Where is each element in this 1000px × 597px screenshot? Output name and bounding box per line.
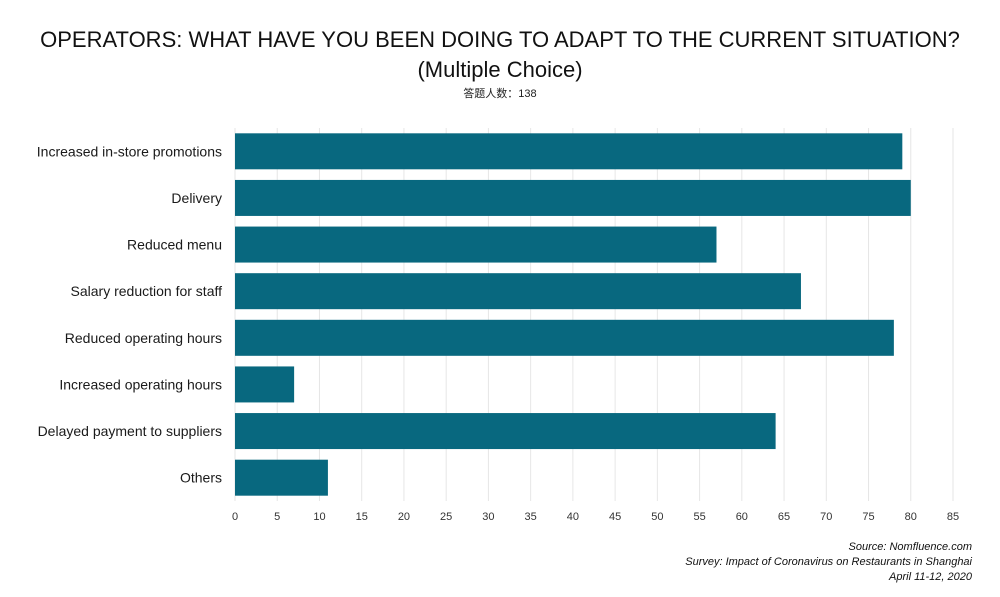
x-tick-label: 40 — [567, 511, 579, 523]
category-label: Reduced menu — [127, 237, 222, 253]
category-label: Increased operating hours — [59, 376, 222, 392]
x-tick-label: 5 — [274, 511, 280, 523]
bar — [235, 226, 717, 263]
x-tick-label: 45 — [609, 511, 621, 523]
bar-chart: Increased in-store promotions Delivery Red… — [37, 128, 959, 523]
survey-date: April 11-12, 2020 — [889, 571, 972, 583]
category-labels: Increased in-store promotions Delivery Red… — [37, 143, 222, 485]
survey-text: Survey: Impact of Coronavirus on Restaur… — [685, 556, 972, 568]
x-tick-label: 65 — [778, 511, 790, 523]
chart-title: OPERATORS: WHAT HAVE YOU BEEN DOING TO A… — [40, 27, 960, 52]
category-label: Salary reduction for staff — [71, 283, 223, 299]
source-block: Source: Nomfluence.com Survey: Impact of… — [685, 540, 972, 585]
category-label: Delayed payment to suppliers — [38, 423, 222, 439]
bar — [235, 133, 903, 170]
x-tick-label: 75 — [862, 511, 874, 523]
bar — [235, 459, 328, 496]
x-tick-label: 55 — [693, 511, 705, 523]
respondent-count: 答题人数：138 — [463, 88, 537, 100]
category-label: Others — [180, 470, 222, 486]
bar — [235, 273, 801, 310]
category-label: Reduced operating hours — [65, 330, 222, 346]
chart-subtitle: (Multiple Choice) — [417, 57, 583, 82]
category-label: Increased in-store promotions — [37, 143, 222, 159]
bar — [235, 179, 911, 216]
x-tick-label: 50 — [651, 511, 663, 523]
x-tick-label: 85 — [947, 511, 959, 523]
source-text: Source: Nomfluence.com — [848, 541, 973, 553]
x-axis-ticks: 0 5 10 15 20 25 30 35 40 45 50 55 60 65 70 75 80 85 — [232, 511, 959, 523]
x-tick-label: 15 — [356, 511, 368, 523]
bar — [235, 413, 776, 450]
x-tick-label: 60 — [736, 511, 748, 523]
x-tick-label: 70 — [820, 511, 832, 523]
x-tick-label: 10 — [313, 511, 325, 523]
x-tick-label: 35 — [525, 511, 537, 523]
category-label: Delivery — [171, 190, 222, 206]
bars — [235, 133, 911, 496]
x-tick-label: 30 — [482, 511, 494, 523]
x-tick-label: 25 — [440, 511, 452, 523]
bar — [235, 319, 894, 356]
x-tick-label: 80 — [905, 511, 917, 523]
x-tick-label: 20 — [398, 511, 410, 523]
x-tick-label: 0 — [232, 511, 238, 523]
bar — [235, 366, 295, 403]
